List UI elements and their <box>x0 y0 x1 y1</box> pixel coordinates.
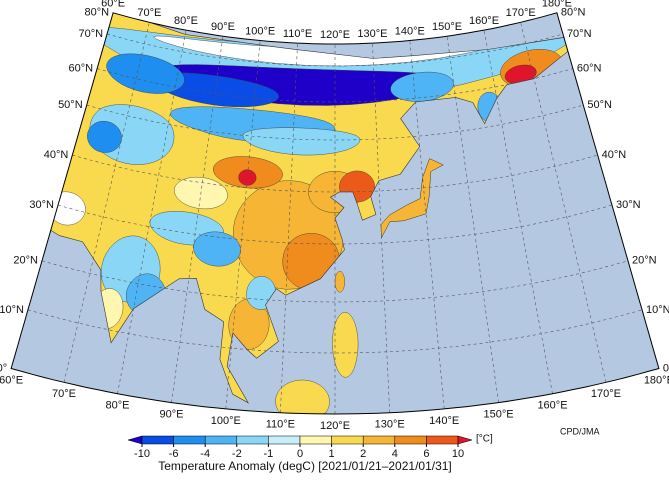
lon-label: 170°E <box>591 388 621 400</box>
graticule <box>483 30 553 394</box>
map-frame <box>10 12 660 415</box>
colorbar-tick-label: 0 <box>297 448 303 460</box>
lat-label: 70°N <box>78 28 103 40</box>
anomaly-region <box>87 120 122 153</box>
lon-label: 130°E <box>375 419 405 431</box>
colorbar-arrow <box>127 435 143 445</box>
colorbar-segment <box>299 435 332 445</box>
lat-label: 50°N <box>58 99 83 111</box>
lon-label: 70°E <box>52 388 76 400</box>
colorbar-tick-label: 2 <box>360 448 366 460</box>
lat-label: 30°N <box>29 199 54 211</box>
lat-label: 0° <box>663 362 669 374</box>
lon-label: 170°E <box>506 7 536 19</box>
lat-label: 40°N <box>44 149 69 161</box>
graticule <box>520 22 607 383</box>
lon-label: 60°E <box>0 374 23 386</box>
colorbar-tick-label: 10 <box>452 448 464 460</box>
lon-label: 160°E <box>537 400 567 412</box>
anomaly-region <box>242 127 361 156</box>
lat-label: 20°N <box>13 255 38 267</box>
lat-label: 10°N <box>646 304 669 316</box>
colorbar-tick-label: 1 <box>329 448 335 460</box>
colorbar-tick-label: -2 <box>232 448 242 460</box>
coastline <box>50 12 569 404</box>
lon-label: 130°E <box>357 28 387 40</box>
credit: CPD/JMA <box>560 426 600 436</box>
anomaly-region <box>332 311 359 378</box>
lon-label: 140°E <box>429 415 459 427</box>
colorbar-tick-label: -10 <box>134 448 150 460</box>
lon-label: 150°E <box>483 408 513 420</box>
graticule <box>63 22 150 383</box>
lat-label: 60°N <box>577 62 602 74</box>
lon-label: 70°E <box>137 7 161 19</box>
colorbar-unit: [°C] <box>476 434 493 445</box>
lon-label: 180°E <box>542 0 572 10</box>
colorbar-segment <box>173 435 206 445</box>
lon-label: 80°E <box>106 400 130 412</box>
lon-label: 140°E <box>395 25 425 37</box>
graticule <box>409 40 445 409</box>
lon-label: 150°E <box>432 21 462 33</box>
lon-label: 180°E <box>644 374 669 386</box>
colorbar-tick-label: -6 <box>169 448 179 460</box>
colorbar-arrow <box>457 435 473 445</box>
colorbar-tick-label: -4 <box>200 448 210 460</box>
colorbar-segment <box>268 435 301 445</box>
graticule <box>171 36 224 403</box>
lon-label: 100°E <box>211 415 241 427</box>
colorbar-tick-label: 4 <box>392 448 398 460</box>
lat-label: 20°N <box>632 255 657 267</box>
colorbar-segment <box>331 435 364 445</box>
colorbar-segment <box>236 435 269 445</box>
colorbar-tick-label: 6 <box>423 448 429 460</box>
anomaly-region <box>238 169 257 186</box>
lon-label: 60°E <box>101 0 125 10</box>
anomaly-region <box>334 270 345 293</box>
colorbar-tick-label: -1 <box>264 448 274 460</box>
graticule <box>280 43 298 413</box>
graticule <box>372 43 390 413</box>
lat-label: 70°N <box>567 28 592 40</box>
lat-label: 80°N <box>85 7 110 19</box>
lon-label: 120°E <box>320 29 350 41</box>
anomaly-region <box>106 53 185 94</box>
colorbar-segment <box>204 435 238 445</box>
lat-label: 60°N <box>69 62 94 74</box>
graticule <box>225 40 261 409</box>
lon-label: 110°E <box>283 28 312 40</box>
lat-label: 10°N <box>0 304 24 316</box>
lon-label: 80°E <box>174 15 198 27</box>
anomaly-region <box>390 71 454 102</box>
colorbar-segment <box>362 435 396 445</box>
graticule <box>41 260 629 303</box>
lon-label: 120°E <box>320 420 350 432</box>
graticule <box>117 30 187 394</box>
lon-label: 100°E <box>245 25 275 37</box>
lon-label: 90°E <box>159 408 183 420</box>
lat-label: 50°N <box>587 99 612 111</box>
colorbar-segment <box>394 435 427 445</box>
graticule <box>446 36 499 403</box>
japan <box>380 158 444 239</box>
lat-label: 30°N <box>616 199 641 211</box>
lat-label: 80°N <box>561 7 586 19</box>
lat-label: 0° <box>0 362 7 374</box>
lon-label: 110°E <box>266 419 295 431</box>
lat-label: 40°N <box>602 149 627 161</box>
colorbar-segment <box>141 435 174 445</box>
lon-label: 160°E <box>469 15 499 27</box>
colorbar-title: Temperature Anomaly (degC) [2021/01/21–2… <box>158 459 452 473</box>
colorbar-segment <box>426 435 459 445</box>
lon-label: 90°E <box>211 21 235 33</box>
